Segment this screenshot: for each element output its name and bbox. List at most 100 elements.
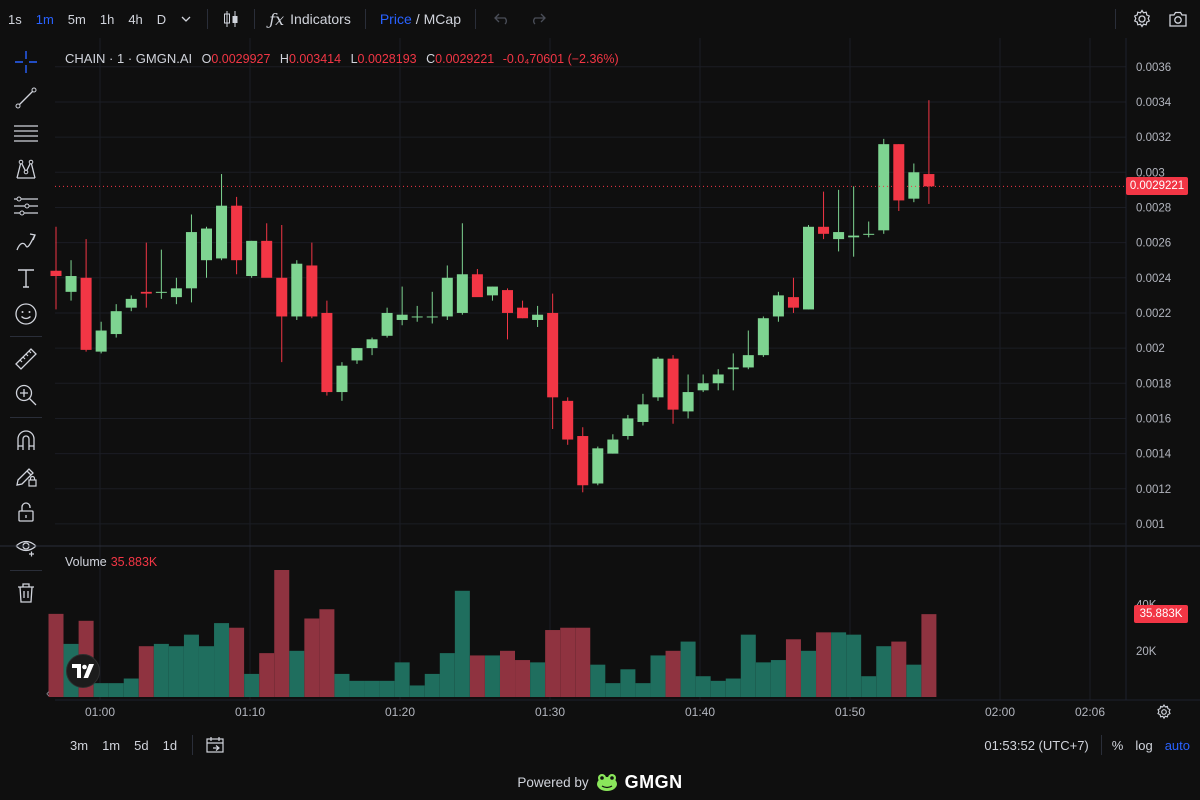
candle[interactable] [231, 196, 243, 275]
candle[interactable] [441, 265, 453, 320]
candle[interactable] [863, 221, 875, 238]
candle[interactable] [532, 305, 544, 328]
timeframe-d[interactable]: D [156, 11, 167, 27]
candle[interactable] [291, 260, 303, 320]
candle[interactable] [803, 225, 814, 310]
candle[interactable] [772, 291, 784, 322]
tradingview-logo[interactable] [66, 654, 100, 688]
chevron-down-icon[interactable] [173, 16, 199, 22]
candle[interactable] [155, 249, 167, 299]
range-1m[interactable]: 1m [102, 737, 121, 753]
candle[interactable] [637, 393, 649, 426]
timeframe-1s[interactable]: 1s [8, 11, 22, 27]
timeframe-1m[interactable]: 1m [35, 11, 54, 27]
candle[interactable] [923, 100, 935, 204]
candle[interactable] [712, 369, 724, 391]
candle[interactable] [652, 356, 664, 401]
candles-icon[interactable] [216, 9, 246, 29]
price-option[interactable]: Price [379, 11, 412, 27]
candle[interactable] [201, 226, 212, 278]
indicators-button[interactable]: ƒx Indicators [263, 10, 357, 29]
candle[interactable] [848, 186, 860, 257]
candle[interactable] [456, 223, 468, 315]
candle[interactable] [396, 286, 408, 326]
candle[interactable] [336, 362, 348, 401]
redo-icon[interactable] [520, 13, 556, 25]
log-toggle[interactable]: log [1135, 737, 1153, 753]
candle[interactable] [351, 348, 363, 364]
candle[interactable] [125, 295, 137, 312]
pattern-tool[interactable] [0, 152, 52, 188]
candle[interactable] [517, 300, 529, 319]
candle[interactable] [321, 300, 333, 396]
candle[interactable] [65, 260, 77, 301]
candle[interactable] [246, 240, 258, 278]
candle[interactable] [667, 355, 679, 424]
undo-icon[interactable] [484, 13, 520, 25]
lock-tool[interactable] [0, 494, 52, 530]
scroll-left-icon[interactable]: ‹ [46, 688, 50, 700]
candle[interactable] [366, 337, 378, 356]
lock-drawing-tool[interactable] [0, 458, 52, 494]
timeframe-1h[interactable]: 1h [99, 11, 115, 27]
candle[interactable] [622, 414, 634, 440]
candle[interactable] [110, 304, 122, 338]
candle[interactable] [502, 288, 513, 340]
candle[interactable] [682, 374, 694, 419]
candle[interactable] [95, 321, 107, 354]
timeframe-4h[interactable]: 4h [128, 11, 143, 27]
delete-tool[interactable] [0, 575, 52, 611]
candle[interactable] [381, 307, 393, 338]
candle[interactable] [833, 189, 845, 252]
price-chart[interactable]: 0.0036 0.0034 0.0032 0.003 0.0028 0.0026 0.002… [0, 38, 1200, 730]
candle[interactable] [216, 174, 228, 261]
clock-label[interactable]: 01:53:52 (UTC+7) [984, 737, 1089, 753]
price-mcap-toggle[interactable]: Price / MCap [374, 11, 467, 27]
magnet-tool[interactable] [0, 422, 52, 458]
candle[interactable] [727, 353, 739, 391]
text-tool[interactable] [0, 260, 52, 296]
candle[interactable] [592, 446, 604, 486]
candle[interactable] [562, 397, 574, 445]
symbol-title[interactable]: CHAIN · 1 · GMGN.AI [65, 51, 193, 66]
percent-toggle[interactable]: % [1111, 737, 1124, 753]
candle[interactable] [426, 291, 438, 324]
timeframe-5m[interactable]: 5m [67, 11, 86, 27]
candle[interactable] [577, 427, 589, 493]
candle[interactable] [80, 239, 92, 352]
ruler-tool[interactable] [0, 341, 52, 377]
mcap-option[interactable]: MCap [423, 11, 461, 27]
range-5d[interactable]: 5d [134, 737, 149, 753]
candle[interactable] [170, 277, 182, 305]
camera-icon[interactable] [1160, 10, 1200, 28]
forecast-tool[interactable] [0, 188, 52, 224]
candle[interactable] [471, 268, 483, 298]
crosshair-tool[interactable] [0, 44, 52, 80]
candle[interactable] [607, 434, 619, 454]
candle[interactable] [893, 144, 905, 211]
zoom-tool[interactable] [0, 377, 52, 413]
candle[interactable] [787, 277, 799, 313]
candle[interactable] [185, 214, 197, 303]
candle[interactable] [140, 242, 152, 308]
candle[interactable] [276, 225, 288, 363]
gmgn-brand[interactable]: GMGN [624, 771, 683, 792]
brush-tool[interactable] [0, 224, 52, 260]
auto-toggle[interactable]: auto [1164, 737, 1190, 753]
gear-icon[interactable] [1124, 9, 1160, 29]
time-settings-icon[interactable] [1156, 704, 1172, 720]
fib-tool[interactable] [0, 116, 52, 152]
range-3m[interactable]: 3m [70, 737, 89, 753]
candle[interactable] [486, 286, 498, 301]
emoji-tool[interactable] [0, 296, 52, 332]
candle[interactable] [306, 242, 318, 319]
candle[interactable] [411, 305, 423, 322]
candle[interactable] [547, 293, 559, 429]
candle[interactable] [50, 226, 62, 310]
range-1d[interactable]: 1d [162, 737, 178, 753]
calendar-icon[interactable] [201, 736, 229, 754]
trend-line-tool[interactable] [0, 80, 52, 116]
candle[interactable] [742, 330, 754, 370]
candle[interactable] [697, 374, 709, 393]
candle[interactable] [818, 191, 830, 240]
